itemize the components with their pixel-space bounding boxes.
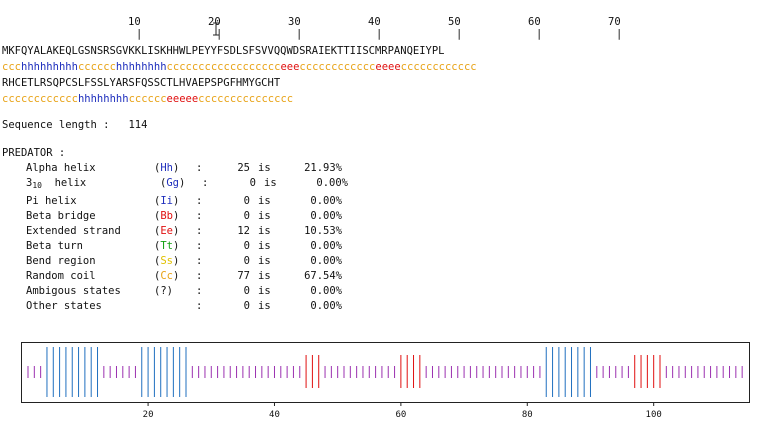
separator: : (196, 255, 203, 267)
state-count: 0 (243, 300, 250, 312)
is-label: is (258, 240, 271, 252)
x-tick-label: 60 (395, 410, 406, 420)
state-percent: 21.93% (304, 162, 342, 174)
ruler-tick: | (376, 28, 383, 40)
secondary-structure-plot: 20 40 60 80 100 (21, 342, 750, 420)
state-code: (Hh) (154, 162, 180, 174)
plot-frame (21, 342, 750, 403)
state-name: Other states (26, 300, 102, 312)
sequence-line-2: RHCETLRSQPCSLFSSLYARSFQSSCTLHVAEPSPGFHMY… (2, 77, 281, 89)
separator: : (196, 210, 203, 222)
state-name: Extended strand (26, 225, 121, 237)
ruler-label: 20 (208, 16, 221, 28)
state-code: (Tt) (154, 240, 180, 252)
ruler-label: 40 (368, 16, 381, 28)
state-name: Beta turn (26, 240, 83, 252)
separator: : (196, 195, 203, 207)
separator: : (196, 270, 203, 282)
state-code: (Ee) (154, 225, 180, 237)
sequence-length-value: 114 (128, 119, 148, 131)
ruler-tick: | (216, 28, 223, 40)
state-name: 310 helix (26, 177, 87, 190)
separator: : (196, 162, 203, 174)
state-count: 0 (243, 255, 250, 267)
ruler-label: 50 (448, 16, 461, 28)
state-percent: 0.00% (310, 255, 342, 267)
state-count: 25 (237, 162, 250, 174)
state-code: (Ss) (154, 255, 180, 267)
text-cursor-icon (212, 22, 220, 36)
state-percent: 0.00% (310, 285, 342, 297)
x-tick-label: 40 (269, 410, 280, 420)
secondary-structure-line-1: ccchhhhhhhhhcccccchhhhhhhhcccccccccccccc… (2, 61, 477, 73)
is-label: is (258, 300, 271, 312)
secondary-structure-line-2: cccccccccccchhhhhhhhcccccceeeeeccccccccc… (2, 93, 294, 105)
separator: : (196, 300, 203, 312)
state-count: 0 (243, 195, 250, 207)
state-name: Beta bridge (26, 210, 96, 222)
state-code: (?) (154, 285, 173, 297)
ruler-tick: | (136, 28, 143, 40)
sequence-line-1: MKFQYALAKEQLGSNSRSGVKKLISKHHWLPEYYFSDLSF… (2, 45, 445, 57)
state-percent: 0.00% (310, 195, 342, 207)
state-name: Bend region (26, 255, 96, 267)
is-label: is (258, 195, 271, 207)
ruler-tick: | (296, 28, 303, 40)
state-percent: 10.53% (304, 225, 342, 237)
x-tick-label: 20 (143, 410, 154, 420)
state-count: 0 (243, 210, 250, 222)
ruler-label: 30 (288, 16, 301, 28)
ruler-tick: | (536, 28, 543, 40)
is-label: is (258, 255, 271, 267)
state-code: (Ii) (154, 195, 180, 207)
state-percent: 0.00% (310, 240, 342, 252)
is-label: is (258, 162, 271, 174)
state-percent: 0.00% (310, 300, 342, 312)
state-count: 12 (237, 225, 250, 237)
state-name: Ambigous states (26, 285, 121, 297)
sequence-length: Sequence length : 114 (2, 119, 147, 131)
separator: : (202, 177, 209, 189)
state-code: (Bb) (154, 210, 180, 222)
is-label: is (258, 225, 271, 237)
state-count: 77 (237, 270, 250, 282)
is-label: is (264, 177, 277, 189)
state-percent: 0.00% (310, 210, 342, 222)
is-label: is (258, 285, 271, 297)
ruler-label: 10 (128, 16, 141, 28)
state-name: Alpha helix (26, 162, 96, 174)
state-count: 0 (249, 177, 256, 189)
ruler-label: 70 (608, 16, 621, 28)
ruler-label: 60 (528, 16, 541, 28)
state-percent: 0.00% (316, 177, 348, 189)
state-count: 0 (243, 285, 250, 297)
predator-title: PREDATOR : (2, 147, 66, 159)
ruler-tick: | (456, 28, 463, 40)
x-tick-label: 100 (646, 410, 662, 420)
is-label: is (258, 210, 271, 222)
state-name: Random coil (26, 270, 96, 282)
state-count: 0 (243, 240, 250, 252)
sequence-length-label: Sequence length : (2, 119, 110, 131)
state-name: Pi helix (26, 195, 77, 207)
is-label: is (258, 270, 271, 282)
x-tick-label: 80 (522, 410, 533, 420)
state-code: (Cc) (154, 270, 180, 282)
separator: : (196, 225, 203, 237)
state-code: (Gg) (160, 177, 186, 189)
state-percent: 67.54% (304, 270, 342, 282)
separator: : (196, 285, 203, 297)
ruler-tick: | (616, 28, 623, 40)
separator: : (196, 240, 203, 252)
